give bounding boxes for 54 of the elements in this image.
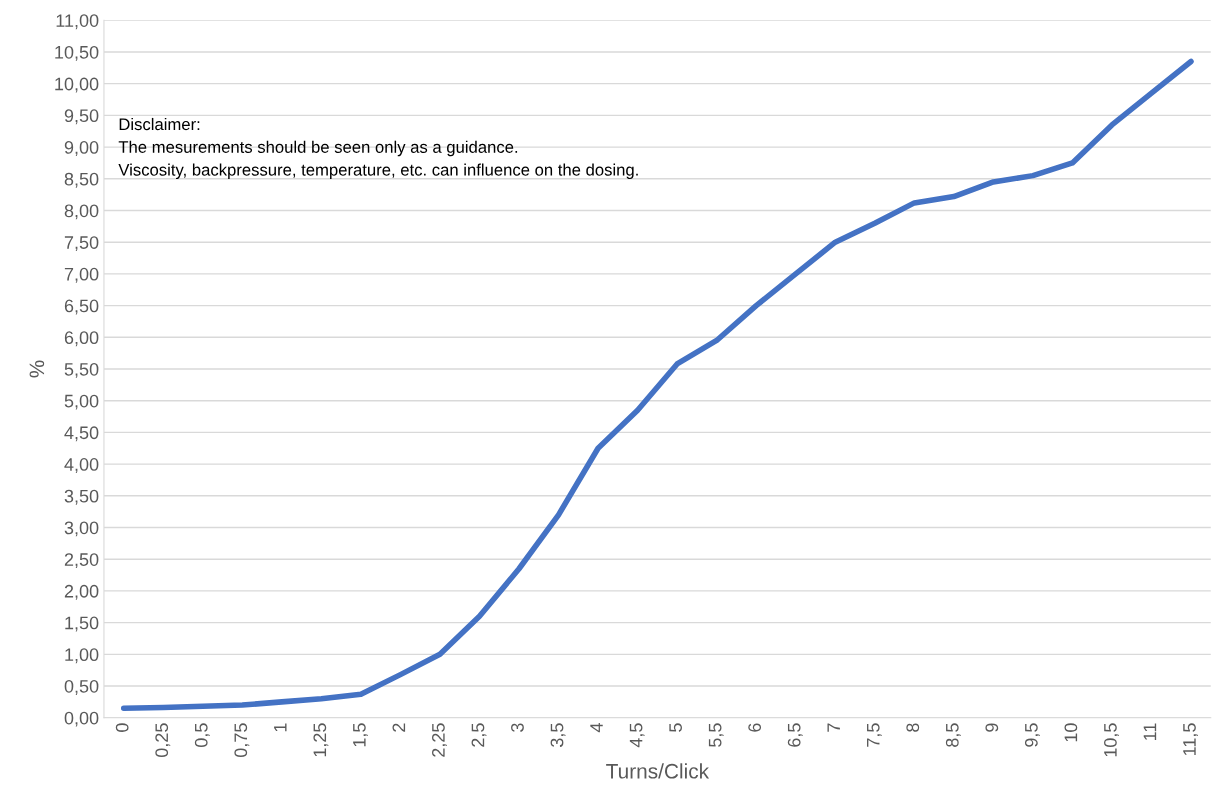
x-tick-label: 1,25 [313,723,329,757]
x-tick-label: 10 [1064,723,1078,742]
y-tick-label: 1,50 [65,616,99,632]
y-tick-label: 6,50 [64,299,99,315]
y-tick-label: 5,00 [64,394,99,410]
x-tick-label: 2,25 [432,723,447,757]
y-tick-label: 10,50 [55,45,99,61]
x-tick-label: 0,25 [155,723,171,758]
y-tick-label: 6,00 [64,331,99,347]
x-tick-label: 6 [748,723,762,732]
x-tick-label: 11,5 [1183,723,1198,756]
x-tick-label: 0,5 [194,723,210,747]
y-tick-label: 9,50 [64,109,99,125]
x-axis-title: Turns/Click [606,763,710,779]
y-tick-label: 1,00 [65,648,99,664]
y-tick-label: 3,50 [64,489,99,505]
x-tick-label: 1 [274,723,287,732]
y-tick-label: 4,50 [64,426,99,442]
x-tick-label: 8,5 [945,723,961,747]
x-tick-label: 5 [669,723,682,732]
x-tick-label: 9 [985,723,999,732]
y-tick-label: 8,50 [64,172,99,188]
y-tick-label: 5,50 [64,362,99,378]
x-tick-label: 3,5 [550,723,566,747]
y-tick-label: 7,00 [64,267,99,283]
x-tick-label: 10,5 [1104,723,1119,757]
x-tick-label: 8 [906,723,920,732]
x-tick-label: 7 [827,723,840,732]
x-tick-label: 4 [590,723,603,733]
x-tick-label: 6,5 [787,723,803,747]
x-tick-label: 2,5 [471,723,487,747]
y-tick-label: 4,00 [64,458,99,473]
y-tick-label: 10,00 [55,77,99,93]
x-tick-label: 1,5 [353,723,368,747]
y-tick-label: 3,00 [64,521,99,537]
x-tick-label: 0,75 [234,723,250,758]
y-tick-label: 0,00 [64,711,99,727]
y-tick-label: 9,00 [64,141,99,156]
x-tick-label: 5,5 [708,723,724,747]
annotation: Disclaimer: The mesurements should be seen only as a guidance. Viscosity, backpressure, temperature, etc. can influence on the dosing. [118,117,638,180]
x-tick-label: 4,5 [629,723,645,748]
x-tick-label: 7,5 [867,723,882,747]
y-tick-label: 8,00 [64,204,99,220]
x-tick-label: 9,5 [1024,723,1040,747]
x-tick-label: 2 [392,723,406,732]
x-tick-label: 11 [1143,723,1157,740]
y-tick-label: 2,50 [64,553,99,569]
y-tick-label: 2,00 [64,584,99,600]
y-axis-title: % [29,360,45,378]
y-tick-label: 11,00 [56,14,99,30]
y-tick-label: 7,50 [64,236,99,252]
y-tick-label: 0,50 [64,679,99,695]
x-tick-label: 0 [115,723,129,732]
x-tick-label: 3 [511,723,524,732]
